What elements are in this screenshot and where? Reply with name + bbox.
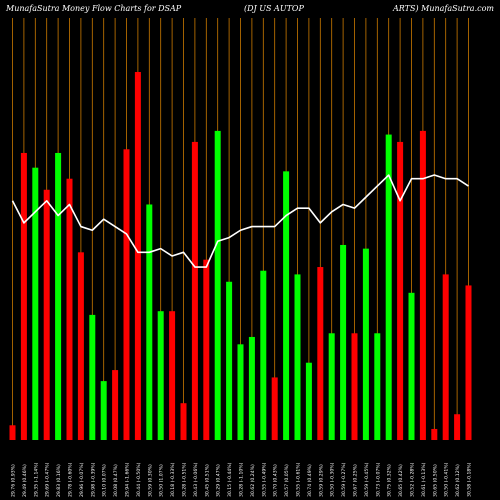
money-flow-bar — [89, 314, 96, 440]
money-flow-bar — [374, 333, 381, 440]
x-tick-label: 30.61 (-0.13%) — [421, 462, 427, 497]
money-flow-bar — [9, 425, 16, 440]
money-flow-bar — [305, 362, 312, 440]
money-flow-bar — [169, 311, 176, 440]
money-flow-bar — [397, 141, 404, 441]
chart-title-right: ARTS) MunafaSutra.com — [392, 4, 494, 13]
money-flow-bar — [362, 248, 369, 440]
money-flow-bar — [442, 274, 449, 440]
money-flow-bar — [454, 414, 461, 440]
x-tick-label: 30.43 (-0.06%) — [193, 462, 199, 497]
x-tick-label: 30.67 (0.25%) — [353, 464, 359, 497]
x-tick-label: 30.74 (0.49%) — [307, 464, 313, 497]
money-flow-bar — [226, 281, 233, 440]
money-flow-bar — [260, 270, 267, 440]
money-flow-bar — [385, 134, 392, 440]
x-tick-label: 30.70 (0.43%) — [273, 464, 279, 497]
money-flow-bar — [32, 167, 39, 440]
money-flow-bar — [317, 267, 324, 440]
money-flow-bar — [465, 285, 472, 440]
money-flow-bar — [328, 333, 335, 440]
money-flow-bar — [237, 344, 244, 440]
money-flow-bar — [112, 370, 119, 440]
x-tick-label: 29.35 (-1.14%) — [33, 462, 39, 497]
x-tick-label: 30.15 (-0.44%) — [227, 462, 233, 497]
bar-layer — [9, 72, 472, 441]
money-flow-bar — [66, 178, 73, 440]
money-flow-bar — [191, 141, 198, 441]
money-flow-line — [11, 174, 469, 268]
x-tick-label: 30.59 (0.29%) — [318, 464, 324, 497]
x-tick-label: 29.49 (0.46%) — [22, 464, 28, 497]
x-tick-label: 30.58 (-0.18%) — [467, 462, 473, 497]
money-flow-bar — [77, 252, 84, 440]
money-flow-bar — [43, 189, 50, 440]
x-tick-label: 30.55 (-0.61%) — [296, 462, 302, 497]
x-tick-label: 30.59 (-0.27%) — [341, 462, 347, 497]
money-flow-bar — [55, 152, 62, 440]
x-tick-label: 29.94 (-1.66%) — [125, 462, 131, 497]
x-tick-label: 30.45 (0.51%) — [204, 464, 210, 497]
money-flow-bar — [146, 204, 153, 440]
chart-title-left: MunafaSutra Money Flow Charts for DSAP — [6, 4, 182, 13]
money-flow-bar — [283, 171, 290, 441]
x-tick-label: 29.76 (0.93%) — [11, 464, 17, 497]
money-flow-bar — [20, 152, 27, 440]
money-flow-bar — [214, 130, 221, 440]
money-flow-bar — [203, 259, 210, 440]
x-tick-label: 29.83 (0.16%) — [56, 464, 62, 497]
money-flow-bar — [271, 377, 278, 440]
money-flow-bar — [180, 403, 187, 440]
x-tick-label: 30.50 (-0.30%) — [330, 462, 336, 497]
x-tick-label: 30.65 (0.50%) — [432, 464, 438, 497]
x-tick-label: 30.73 (-0.07%) — [375, 462, 381, 497]
money-flow-bar — [123, 149, 130, 440]
x-tick-label: 30.18 (-0.33%) — [170, 462, 176, 497]
x-tick-label: 30.28 (-0.51%) — [182, 462, 188, 497]
money-flow-bar — [157, 311, 164, 440]
money-flow-bar — [408, 292, 415, 440]
x-tick-label: 30.28 (-1.10%) — [239, 462, 245, 497]
money-flow-bar — [419, 130, 426, 440]
x-tick-label: 29.96 (-0.07%) — [79, 462, 85, 497]
x-tick-label: 30.10 (0.07%) — [102, 464, 108, 497]
chart-title-middle: (DJ US AUTOP — [244, 4, 304, 13]
x-tick-label: 30.75 (0.32%) — [387, 464, 393, 497]
x-tick-label: 30.62 (0.24%) — [250, 464, 256, 497]
money-flow-bar — [134, 72, 141, 440]
money-flow-bar — [340, 244, 347, 440]
x-tick-label: 30.50 (1.07%) — [159, 464, 165, 497]
money-flow-bar — [431, 428, 438, 440]
x-tick-label: 30.52 (-0.28%) — [410, 462, 416, 497]
x-tick-label: 30.65 (0.42%) — [398, 464, 404, 497]
money-flow-bar — [351, 333, 358, 440]
x-tick-label: 30.50 (-0.41%) — [444, 462, 450, 497]
x-tick-label: 30.08 (0.47%) — [113, 464, 119, 497]
money-flow-bar — [248, 336, 255, 440]
x-tick-label: 30.59 (0.30%) — [147, 464, 153, 497]
x-axis-labels: 29.76 (0.93%) 29.49 (0.46%) 29.35 (-1.14%)… — [11, 462, 473, 497]
x-tick-label: 30.57 (0.05%) — [284, 464, 290, 497]
money-flow-bar — [100, 381, 107, 440]
x-tick-label: 30.59 (-0.45%) — [364, 462, 370, 497]
money-flow-bar — [294, 274, 301, 440]
x-tick-label: 29.78 (-0.60%) — [68, 462, 74, 497]
x-tick-label: 29.69 (-0.47%) — [45, 462, 51, 497]
x-tick-label: 30.44 (-0.50%) — [136, 462, 142, 497]
line-layer — [11, 174, 469, 268]
x-tick-label: 29.98 (-0.39%) — [90, 462, 96, 497]
x-tick-label: 30.29 (0.47%) — [216, 464, 222, 497]
x-tick-label: 30.55 (-0.49%) — [261, 462, 267, 497]
x-tick-label: 30.62 (0.12%) — [455, 464, 461, 497]
